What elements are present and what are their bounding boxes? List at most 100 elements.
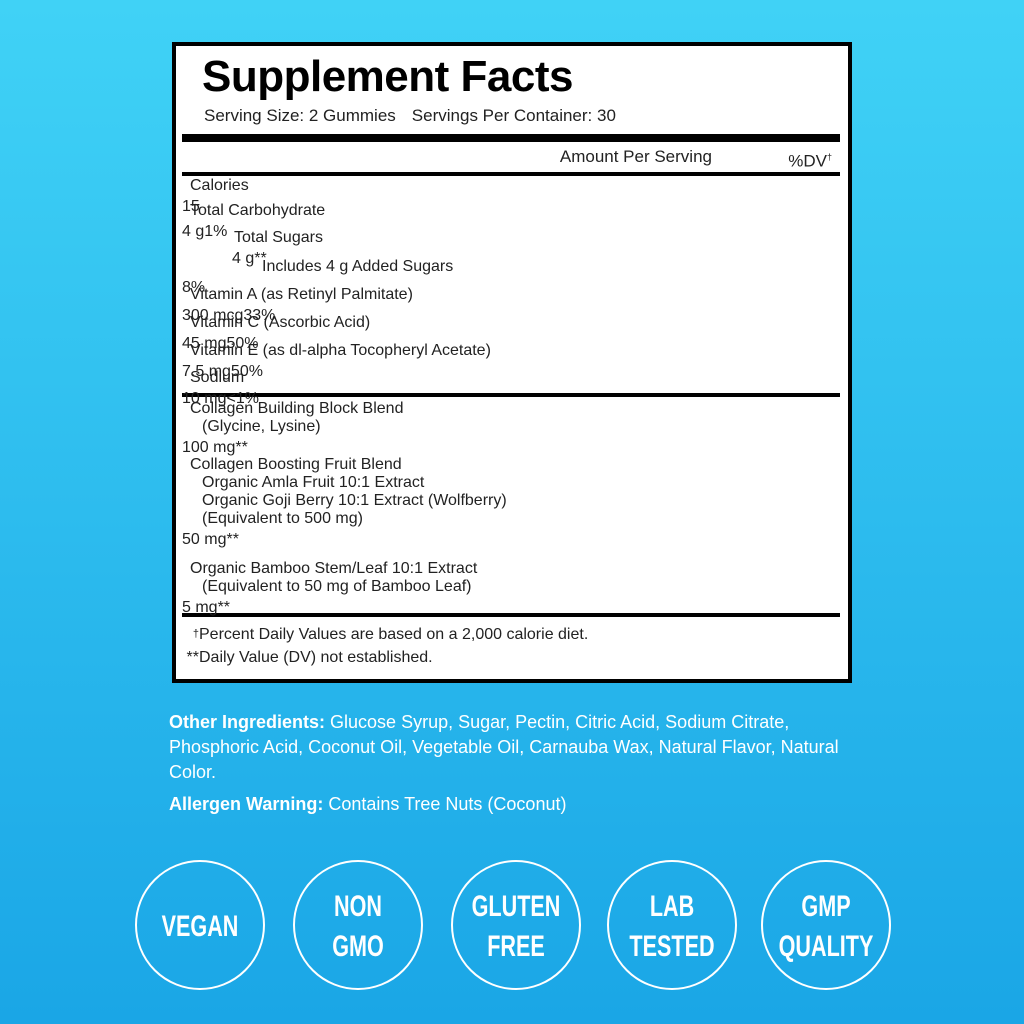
allergen: Allergen Warning: Contains Tree Nuts (Co… [169, 792, 839, 817]
rule [182, 134, 840, 142]
badge-text: NON [334, 888, 382, 922]
amount: 4 g [232, 250, 255, 267]
footnotes: †Percent Daily Values are based on a 2,0… [182, 617, 840, 669]
badge-text: GLUTEN [472, 888, 561, 922]
nutrient-row: Total Sugars 4 g** [232, 226, 840, 267]
title: Supplement Facts [202, 52, 573, 101]
serving-info: Serving Size: 2 Gummies Servings Per Cont… [204, 106, 840, 126]
amount-header: Amount Per Serving [559, 147, 712, 166]
text: Contains Tree Nuts (Coconut) [328, 794, 567, 814]
nutrient-name: Total Carbohydrate [182, 200, 840, 220]
name-line: Organic Bamboo Stem/Leaf 10:1 Extract [190, 560, 478, 577]
name-line: Total Carbohydrate [190, 202, 326, 219]
footnote-mark: † [192, 628, 199, 640]
name-line: Organic Goji Berry 10:1 Extract (Wolfber… [202, 492, 507, 509]
footnote-text: Percent Daily Values are based on a 2,00… [199, 626, 589, 643]
nutrient-row: Vitamin E (as dl-alpha Tocopheryl Acetat… [182, 339, 840, 380]
amount: 4 g [182, 223, 205, 240]
badge-circle [135, 860, 265, 990]
nutrient-row: Collagen Boosting Fruit Blend Organic Aml… [182, 453, 840, 557]
daily-value: ** [226, 531, 239, 548]
label: Allergen Warning: [169, 794, 324, 814]
footnote: †Percent Daily Values are based on a 2,0… [186, 623, 840, 646]
name-line: Organic Amla Fruit 10:1 Extract [202, 474, 425, 491]
daily-value: ** [235, 439, 248, 456]
badge-text: QUALITY [779, 928, 874, 962]
amount: 5 mg [182, 599, 218, 616]
daily-value: 33% [243, 307, 276, 324]
badge-text: VEGAN [162, 908, 239, 942]
nutrient-name: Vitamin E (as dl-alpha Tocopheryl Acetat… [182, 339, 840, 360]
name-line: (Glycine, Lysine) [202, 418, 321, 435]
nutrient-row: Calories 15 [182, 176, 840, 215]
label: Other Ingredients: [169, 712, 326, 732]
badge-circle [761, 860, 891, 990]
nutrient-row: Organic Bamboo Stem/Leaf 10:1 Extract (Eq… [182, 557, 840, 617]
footnote-text: Daily Value (DV) not established. [199, 649, 433, 666]
nutrient-name: Organic Bamboo Stem/Leaf 10:1 Extract (Eq… [182, 557, 840, 596]
name-line: Includes 4 g Added Sugars [262, 258, 454, 275]
badge-circle [293, 860, 423, 990]
name-line: Sodium [190, 369, 245, 386]
nutrient-name: Includes 4 g Added Sugars [182, 254, 840, 276]
nutrient-row: Vitamin C (Ascorbic Acid) 45 mg50% [182, 311, 840, 352]
badge-circle [451, 860, 581, 990]
nutrient-name: Vitamin A (as Retinyl Palmitate) [182, 283, 840, 304]
badge-text: TESTED [629, 928, 714, 962]
ingredients: Other Ingredients: Glucose Syrup, Sugar,… [169, 710, 839, 824]
name-line: Vitamin E (as dl-alpha Tocopheryl Acetat… [190, 342, 491, 359]
name-line: Collagen Boosting Fruit Blend [190, 456, 402, 473]
serving-size: Serving Size: 2 Gummies [204, 106, 396, 125]
daily-value: 8% [182, 279, 206, 296]
amount: 100 mg [182, 439, 236, 456]
daily-value: <1% [226, 390, 259, 407]
nutrient-name: Total Sugars [232, 226, 840, 247]
facts-panel: Supplement Facts Serving Size: 2 Gummies… [172, 42, 852, 683]
servings-per-container: Servings Per Container: 30 [411, 106, 616, 125]
amount: 50 mg [182, 531, 227, 548]
footnote: **Daily Value (DV) not established. [186, 646, 840, 669]
name-line: (Equivalent to 500 mg) [202, 510, 363, 527]
daily-value: ** [254, 250, 267, 267]
nutrient-name: Collagen Boosting Fruit Blend Organic Aml… [182, 453, 840, 528]
name-line: (Equivalent to 50 mg of Bamboo Leaf) [202, 578, 472, 595]
badge-text: GMO [332, 928, 384, 962]
daily-value: ** [217, 599, 231, 616]
amount: 10 mg [182, 390, 227, 407]
nutrient-name: Collagen Building Block Blend (Glycine, L… [182, 397, 840, 436]
amount: 45 mg [182, 335, 227, 352]
dv-text: %DV [788, 151, 827, 171]
name-line: Collagen Building Block Blend [190, 400, 404, 417]
other-ingredients: Other Ingredients: Glucose Syrup, Sugar,… [169, 710, 839, 785]
rows: Calories 15 Total Carbohydrate 4 g1% Total S… [182, 176, 840, 617]
badge-text: LAB [650, 888, 694, 922]
amount: 7.5 mg [182, 363, 231, 380]
footnote-mark: ** [186, 649, 199, 666]
dv-header: %DV† [788, 142, 832, 177]
daily-value: 1% [204, 223, 228, 240]
name-line: Vitamin C (Ascorbic Acid) [190, 314, 371, 331]
name-line: Calories [190, 177, 249, 194]
nutrient-name: Sodium [182, 367, 840, 387]
nutrient-row: Sodium 10 mg<1% [182, 367, 840, 407]
nutrient-row: Collagen Building Block Blend (Glycine, L… [182, 397, 840, 456]
nutrient-name: Vitamin C (Ascorbic Acid) [182, 311, 840, 332]
text: Glucose Syrup, Sugar, Pectin, Citric Aci… [169, 712, 839, 782]
badge-text: FREE [487, 928, 545, 962]
nutrient-name: Calories [182, 176, 840, 195]
badge-circle [607, 860, 737, 990]
badge-text: GMP [801, 888, 850, 922]
name-line: Total Sugars [234, 229, 323, 246]
header-row: Amount Per Serving %DV† [182, 142, 840, 176]
daily-value: 50% [226, 335, 259, 352]
daily-value: 50% [230, 363, 263, 380]
nutrient-row: Total Carbohydrate 4 g1% [182, 200, 840, 240]
amount: 300 mcg [182, 307, 244, 324]
nutrient-row: Includes 4 g Added Sugars 8% [182, 254, 840, 296]
name-line: Vitamin A (as Retinyl Palmitate) [190, 286, 413, 303]
dv-mark: † [826, 152, 832, 162]
nutrient-row: Vitamin A (as Retinyl Palmitate) 300 mcg3… [182, 283, 840, 324]
amount: 15 [182, 198, 200, 215]
